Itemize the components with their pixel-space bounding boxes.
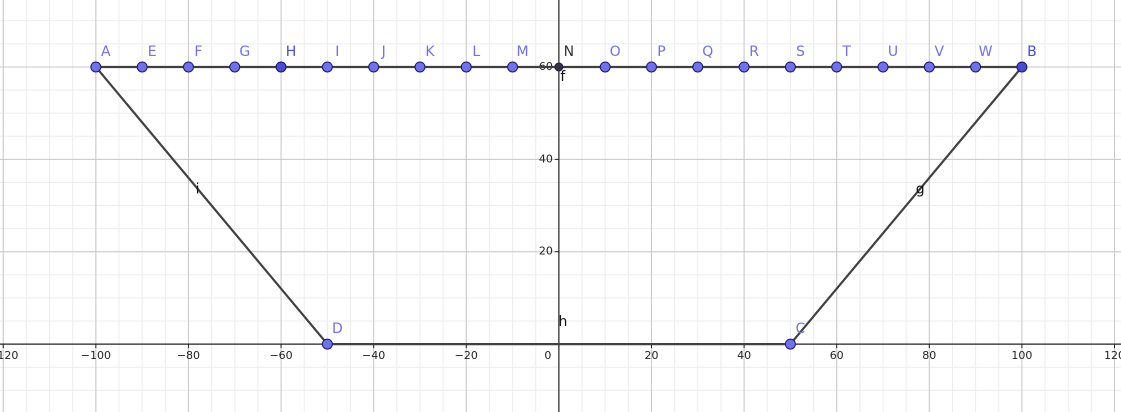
point-label: O [610,44,621,60]
point [90,61,102,73]
point-label: K [425,44,435,60]
point-label: F [194,44,202,60]
point-label: W [979,44,993,60]
segment [95,66,329,345]
x-tick-label: −20 [455,349,478,362]
x-tick-label: −120 [0,349,18,362]
point [738,61,750,73]
point [507,61,519,73]
segment-label: f [560,69,566,85]
point [321,61,333,73]
point-label: P [657,44,665,60]
point [136,61,148,73]
point-label: S [796,44,805,60]
x-tick-label: 60 [830,349,844,362]
point [831,61,843,73]
point-label: I [335,44,339,60]
x-tick-label: −80 [177,349,200,362]
point [460,61,472,73]
point-label: D [332,321,343,337]
x-tick-label: 80 [922,349,936,362]
point-label: M [517,44,529,60]
x-tick-label: −40 [362,349,385,362]
point [275,61,287,73]
point [229,61,241,73]
x-tick-label: −60 [269,349,292,362]
point-label: U [888,44,898,60]
point [182,61,194,73]
point-label: V [935,44,945,60]
point [970,61,982,73]
x-tick-label: −100 [81,349,111,362]
point-label: G [239,44,250,60]
y-tick-label: 20 [539,245,553,258]
point-label: E [148,44,157,60]
segment-label: h [558,314,567,330]
point-label: R [749,44,759,60]
point [645,61,657,73]
point-label: Q [702,44,713,60]
point [599,61,611,73]
segment [789,66,1023,345]
point-label: J [381,44,386,60]
point [414,61,426,73]
point [554,62,564,72]
point-label: L [472,44,480,60]
y-tick-label: 40 [539,152,553,165]
point [923,61,935,73]
point [784,61,796,73]
point-label: A [101,44,111,60]
x-tick-label: 120 [1104,349,1121,362]
point [321,338,333,350]
point-label: B [1027,44,1037,60]
point [877,61,889,73]
x-tick-label: 100 [1011,349,1032,362]
point-label: C [796,321,806,337]
point-label: H [286,44,297,60]
segment-label: i [196,182,200,198]
segment-label: g [916,182,925,198]
point-label: T [841,44,851,60]
point [784,338,796,350]
point [368,61,380,73]
x-tick-label: 20 [644,349,658,362]
point-label: N [564,44,574,60]
x-tick-label: 40 [737,349,751,362]
x-tick-label: 0 [544,349,551,362]
point [692,61,704,73]
point [1016,61,1028,73]
